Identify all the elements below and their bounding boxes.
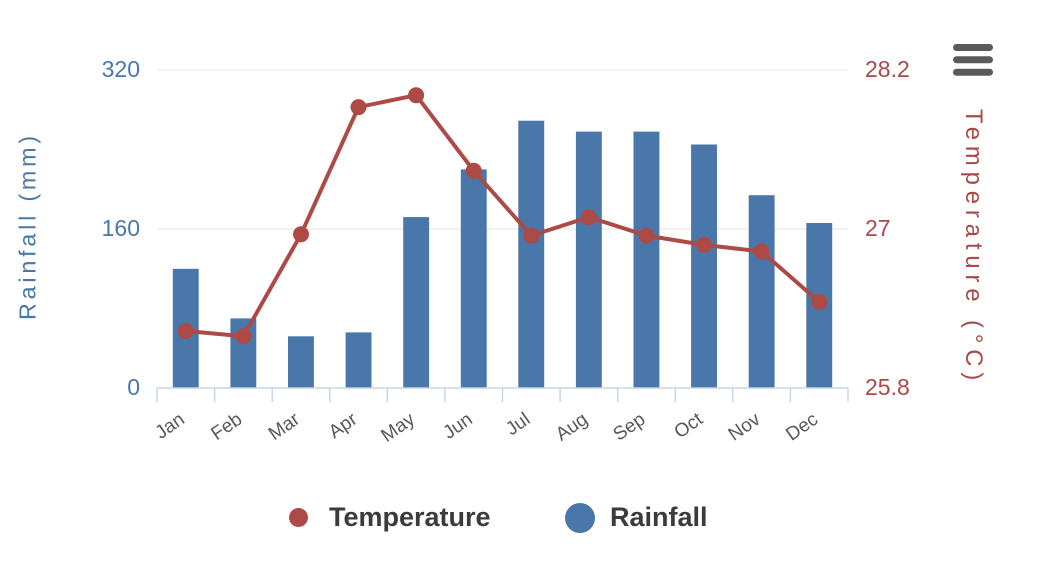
svg-text:May: May: [378, 409, 420, 447]
svg-text:28.2: 28.2: [865, 56, 910, 82]
svg-text:Nov: Nov: [725, 409, 765, 446]
svg-text:160: 160: [102, 215, 140, 241]
svg-text:320: 320: [102, 56, 140, 82]
svg-text:Feb: Feb: [207, 409, 246, 445]
svg-text:Jan: Jan: [152, 409, 189, 444]
svg-text:Apr: Apr: [325, 409, 362, 444]
svg-text:25.8: 25.8: [865, 374, 910, 400]
svg-text:27: 27: [865, 215, 891, 241]
svg-text:Sep: Sep: [610, 409, 650, 446]
svg-text:Oct: Oct: [671, 408, 708, 443]
svg-text:Dec: Dec: [782, 409, 822, 446]
svg-text:0: 0: [127, 374, 140, 400]
svg-text:Mar: Mar: [265, 409, 304, 445]
svg-text:Aug: Aug: [552, 409, 592, 446]
svg-text:Jun: Jun: [439, 409, 476, 444]
svg-text:Jul: Jul: [502, 409, 534, 440]
